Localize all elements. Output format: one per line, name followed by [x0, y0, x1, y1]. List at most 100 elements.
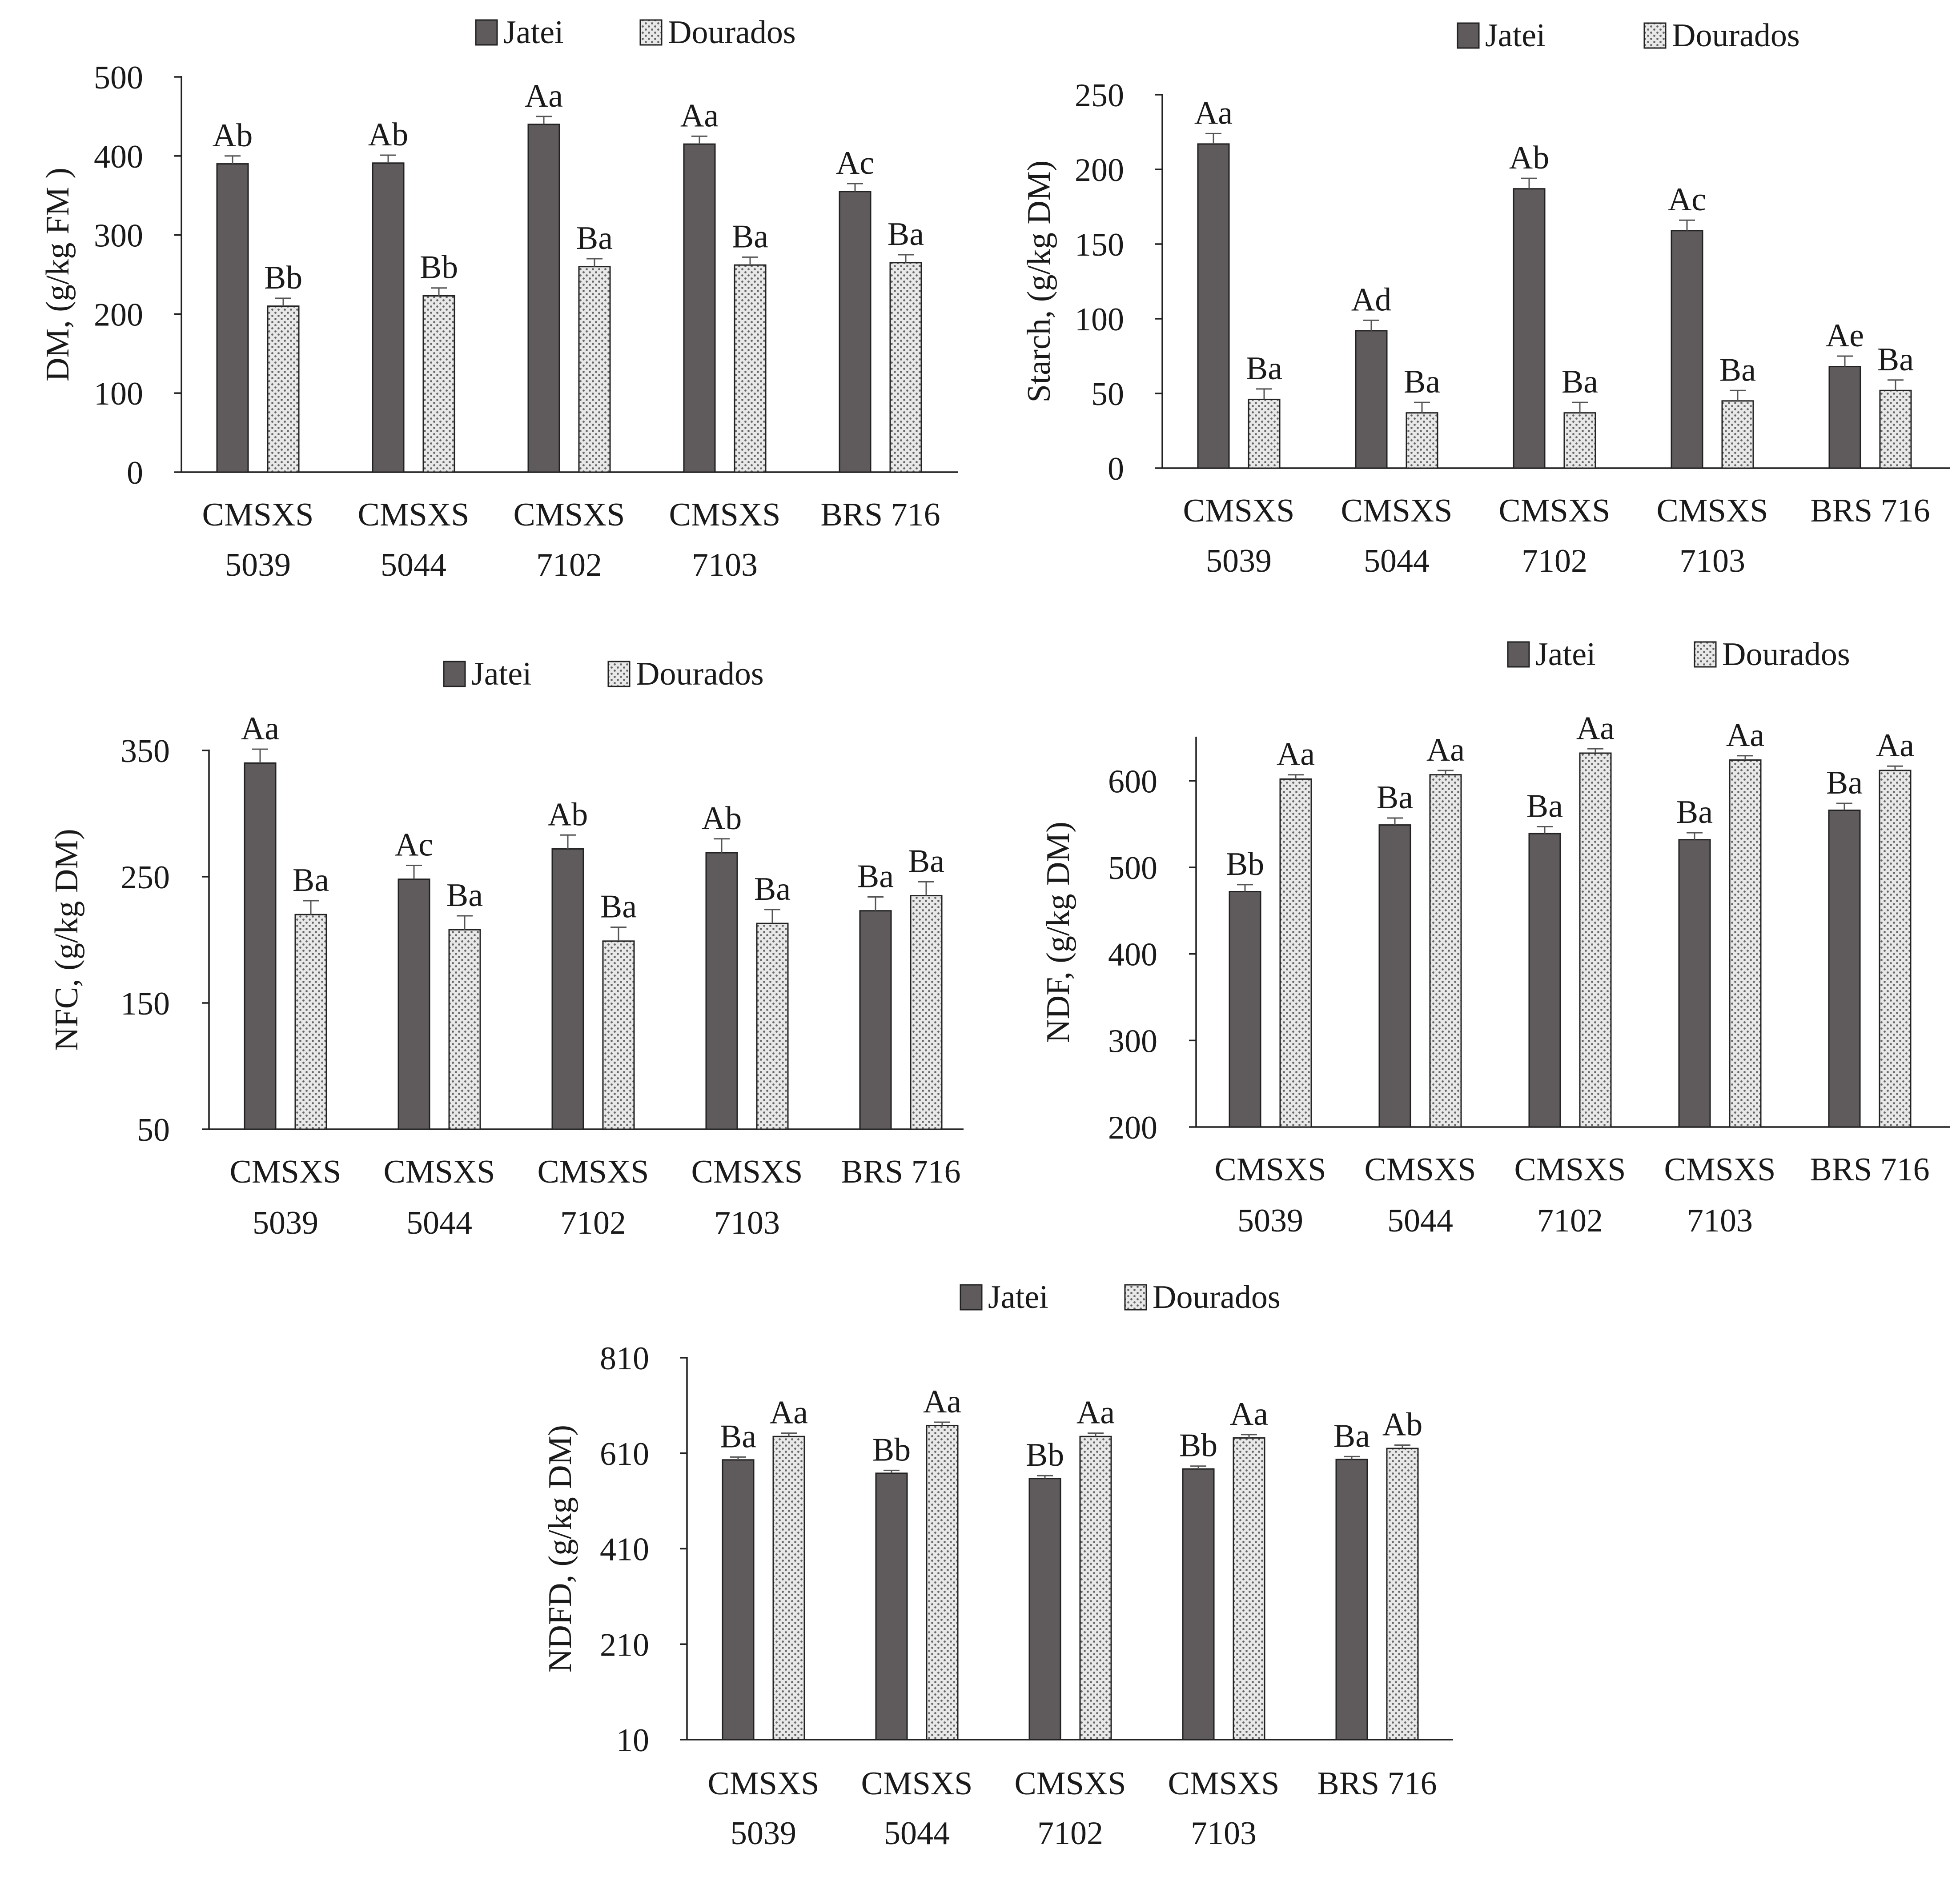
y-tick-label: 150: [120, 986, 170, 1022]
bar-jatei: [244, 762, 277, 1130]
y-tick-label: 0: [127, 455, 143, 491]
bar-jatei: [372, 162, 405, 473]
y-axis-label: Starch, (g/kg DM): [1021, 160, 1057, 403]
category-label: CMSXS: [1365, 1151, 1476, 1188]
significance-label: Ba: [1562, 364, 1598, 400]
category-label: 5044: [406, 1205, 472, 1241]
category-label: 7102: [1037, 1815, 1103, 1852]
bar-dourados: [1233, 1437, 1265, 1741]
significance-label: Ab: [213, 117, 253, 154]
bar-dourados: [1079, 1436, 1112, 1741]
y-tick-label: 0: [1108, 451, 1124, 487]
y-tick-label: 200: [94, 297, 143, 333]
significance-label: Aa: [1426, 732, 1465, 768]
category-label: CMSXS: [691, 1154, 803, 1190]
legend-swatch-dourados: [1124, 1284, 1147, 1311]
category-label: CMSXS: [358, 497, 470, 533]
category-label: 5039: [225, 547, 291, 583]
significance-label: Aa: [241, 710, 279, 747]
category-label: 5044: [884, 1815, 950, 1852]
bar-dourados: [422, 295, 455, 473]
category-label: 5044: [1364, 543, 1430, 579]
bar-dourados: [734, 264, 767, 473]
chart-panel-ndf: 200 300 400 500 600 NDF, (g/kg DM) Bb Aa CMSXS 50…: [1040, 636, 1950, 1239]
category-label: CMSXS: [514, 497, 625, 533]
legend-label-dourados: Dourados: [668, 14, 796, 51]
significance-label: Bb: [1026, 1437, 1064, 1473]
significance-label: Bb: [1226, 846, 1264, 882]
bar-dourados: [267, 305, 300, 473]
bar-dourados: [1579, 752, 1612, 1128]
significance-label: Aa: [1576, 710, 1615, 746]
category-label: CMSXS: [669, 497, 781, 533]
legend: Jatei Dourados: [960, 1279, 1281, 1316]
category-label: BRS 716: [820, 497, 940, 533]
significance-label: Aa: [680, 97, 719, 134]
legend-swatch-dourados: [607, 661, 631, 687]
y-tick-label: 410: [600, 1532, 649, 1568]
bar-dourados: [1729, 759, 1762, 1128]
y-tick-label: 350: [120, 733, 170, 770]
significance-label: Aa: [1230, 1396, 1268, 1432]
bar-dourados: [756, 922, 789, 1130]
bar-jatei: [1513, 188, 1546, 469]
y-tick-label: 250: [120, 859, 170, 896]
significance-label: Ab: [548, 796, 588, 833]
bar-jatei: [839, 191, 872, 473]
legend-swatch-jatei: [960, 1284, 983, 1311]
y-tick-label: 150: [1075, 227, 1124, 263]
category-label: CMSXS: [1657, 493, 1768, 529]
category-label: CMSXS: [538, 1154, 649, 1190]
chart-panel-nfc: 50 150 250 350 NFC, (g/kg DM) Aa Ba CMSXS 5039 Ac…: [48, 656, 964, 1241]
bar-jatei: [398, 878, 430, 1130]
bar-jatei: [1028, 1478, 1061, 1741]
bar-jatei: [527, 124, 560, 473]
significance-label: Bb: [420, 249, 458, 286]
significance-label: Ad: [1351, 281, 1391, 318]
legend-label-jatei: Jatei: [1485, 17, 1546, 54]
category-label: CMSXS: [708, 1765, 819, 1802]
legend-swatch-jatei: [443, 661, 466, 687]
y-tick-label: 250: [1075, 77, 1124, 114]
bar-jatei: [1671, 230, 1703, 469]
y-tick-label: 210: [600, 1627, 649, 1663]
bar-dourados: [772, 1436, 805, 1741]
bar-jatei: [1678, 839, 1711, 1128]
significance-label: Ba: [732, 218, 768, 255]
legend-label-jatei: Jatei: [1535, 636, 1596, 673]
y-axis-label: NFC, (g/kg DM): [48, 829, 85, 1051]
bar-jatei: [1229, 891, 1261, 1128]
y-tick-label: 300: [1108, 1023, 1157, 1059]
significance-label: Ba: [600, 889, 637, 925]
bar-dourados: [889, 262, 922, 473]
category-label: CMSXS: [1215, 1151, 1326, 1188]
y-tick-label: 610: [600, 1436, 649, 1472]
bar-jatei: [1335, 1459, 1368, 1741]
category-label: CMSXS: [384, 1154, 495, 1190]
bar-jatei: [1828, 366, 1861, 469]
significance-label: Ab: [368, 116, 408, 153]
legend-label-jatei: Jatei: [988, 1279, 1048, 1316]
significance-label: Ba: [1377, 779, 1413, 816]
category-label: CMSXS: [1514, 1151, 1626, 1188]
bar-jatei: [1197, 143, 1230, 469]
significance-label: Ba: [720, 1418, 756, 1455]
legend: Jatei Dourados: [475, 14, 796, 51]
y-tick-label: 500: [1108, 850, 1157, 886]
significance-label: Aa: [1194, 95, 1233, 131]
category-label: BRS 716: [1810, 1151, 1929, 1188]
significance-label: Ba: [888, 216, 924, 253]
bar-jatei: [1182, 1468, 1215, 1741]
bar-dourados: [1721, 400, 1754, 469]
bar-dourados: [1563, 412, 1596, 469]
bar-dourados: [448, 929, 481, 1130]
significance-label: Ba: [1719, 352, 1756, 388]
bar-dourados: [1429, 774, 1462, 1128]
significance-label: Aa: [525, 78, 563, 114]
bar-jatei: [722, 1459, 755, 1741]
significance-label: Ab: [702, 800, 742, 837]
legend: Jatei Dourados: [1507, 636, 1850, 673]
significance-label: Ac: [395, 826, 433, 863]
bar-dourados: [926, 1424, 959, 1741]
legend: Jatei Dourados: [1457, 17, 1800, 54]
